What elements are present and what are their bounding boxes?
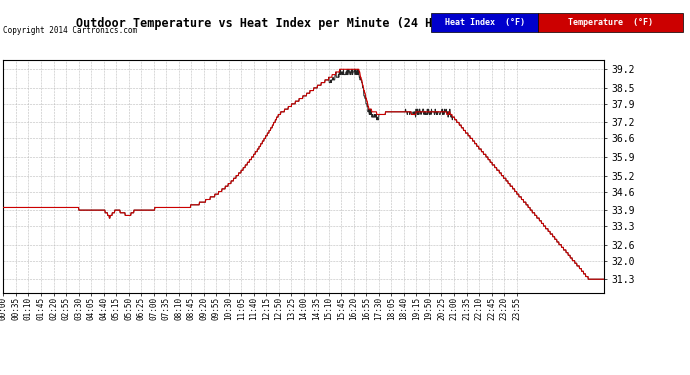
Text: Heat Index  (°F): Heat Index (°F) [445, 18, 524, 27]
Text: Outdoor Temperature vs Heat Index per Minute (24 Hours) 20141205: Outdoor Temperature vs Heat Index per Mi… [76, 17, 531, 30]
Text: Temperature  (°F): Temperature (°F) [568, 18, 653, 27]
Text: Copyright 2014 Cartronics.com: Copyright 2014 Cartronics.com [3, 26, 137, 35]
